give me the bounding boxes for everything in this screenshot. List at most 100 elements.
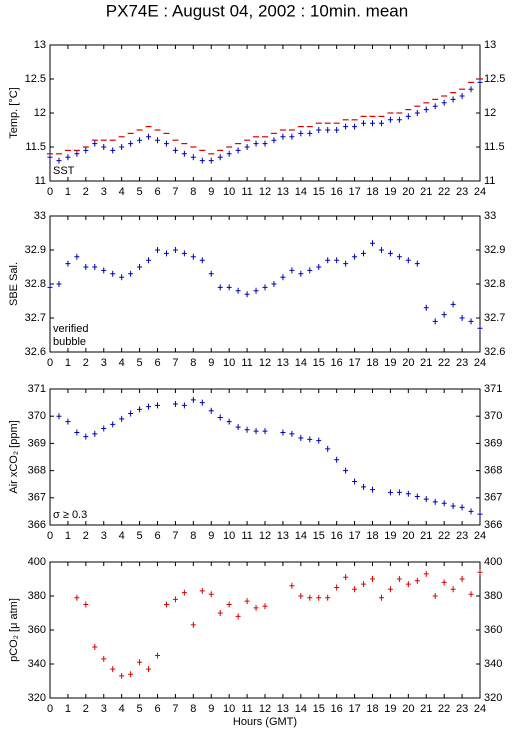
data-point (298, 593, 304, 599)
x-tick-label: 5 (137, 186, 143, 198)
plot-frame (49, 561, 481, 699)
data-point (280, 429, 286, 436)
x-tick-label: 6 (154, 703, 160, 715)
data-point (271, 281, 277, 287)
x-tick-label: 23 (456, 530, 468, 542)
data-point (110, 270, 116, 277)
data-point (423, 570, 429, 577)
y-tick-label: 369 (28, 437, 46, 449)
data-point (92, 430, 98, 437)
data-point (235, 613, 241, 620)
legend-label: verified (53, 323, 88, 335)
data-point (74, 429, 80, 436)
x-tick-label: 7 (172, 357, 178, 369)
x-tick-label: 3 (101, 186, 107, 198)
x-tick-label: 16 (331, 357, 343, 369)
data-point (235, 147, 241, 154)
data-point (396, 489, 402, 496)
data-point (226, 601, 232, 608)
x-tick-label: 21 (420, 530, 432, 542)
x-tick-label: 24 (474, 530, 486, 542)
data-point (253, 604, 259, 611)
data-point (414, 577, 420, 584)
y-axis-label: Air xCO₂ [ppm] (8, 420, 20, 493)
data-point (378, 594, 384, 601)
data-point (190, 154, 196, 161)
data-point (477, 325, 483, 332)
data-point (235, 287, 241, 294)
x-tick-label: 0 (47, 357, 53, 369)
data-point (262, 284, 268, 291)
data-point (74, 253, 80, 260)
annotation: σ ≥ 0.3 (53, 509, 87, 521)
x-tick-label: 19 (384, 186, 396, 198)
data-point (181, 402, 187, 409)
x-tick-label: 20 (402, 530, 414, 542)
x-tick-label: 14 (295, 186, 307, 198)
x-tick-label: 13 (277, 357, 289, 369)
y-axis-label: SBE Sal. (8, 262, 20, 306)
data-point (172, 147, 178, 154)
data-point (83, 433, 89, 440)
x-tick-label: 2 (83, 703, 89, 715)
x-tick-label: 4 (119, 530, 125, 542)
x-tick-label: 12 (259, 703, 271, 715)
data-point (262, 603, 268, 610)
data-point (423, 496, 429, 503)
x-tick-label: 1 (65, 186, 71, 198)
x-axis-label: Hours (GMT) (233, 716, 297, 728)
data-point (101, 425, 107, 432)
data-point (226, 418, 232, 425)
data-point (155, 402, 160, 409)
x-tick-label: 8 (190, 357, 196, 369)
data-point (217, 610, 223, 616)
data-point (468, 591, 474, 598)
x-tick-label: 3 (101, 357, 107, 369)
x-tick-label: 13 (277, 186, 289, 198)
data-point (361, 250, 367, 257)
data-point (146, 403, 152, 410)
x-tick-label: 10 (223, 357, 235, 369)
data-point (137, 264, 143, 270)
data-point (137, 406, 143, 413)
x-tick-label: 7 (172, 530, 178, 542)
x-tick-label: 5 (137, 357, 143, 369)
data-point (199, 157, 205, 164)
data-point (181, 589, 187, 596)
data-point (253, 140, 259, 147)
y-tick-label: 32.6 (25, 346, 46, 358)
data-point (405, 581, 411, 588)
y-tick-label: 320 (484, 692, 502, 704)
data-point (146, 666, 152, 673)
data-point (289, 582, 295, 589)
x-tick-label: 14 (295, 703, 307, 715)
data-point (83, 601, 89, 608)
data-point (119, 672, 125, 679)
data-point (146, 257, 152, 264)
data-point (92, 264, 98, 270)
data-point (101, 267, 107, 274)
y-tick-label: 11 (484, 175, 495, 187)
data-point (226, 284, 232, 291)
x-tick-label: 1 (65, 703, 71, 715)
y-tick-label: 369 (484, 437, 502, 449)
y-tick-label: 400 (28, 556, 46, 568)
x-tick-label: 15 (313, 703, 325, 715)
x-tick-label: 9 (208, 703, 214, 715)
x-tick-label: 10 (223, 530, 235, 542)
data-point (235, 424, 241, 431)
data-point (414, 110, 420, 116)
title: PX74E : August 04, 2002 : 10min. mean (106, 1, 408, 20)
data-point (307, 594, 313, 601)
data-point (289, 267, 295, 274)
data-point (325, 594, 331, 601)
x-tick-label: 22 (438, 703, 450, 715)
data-point (405, 257, 411, 264)
data-point (110, 666, 116, 673)
x-tick-label: 6 (154, 186, 160, 198)
data-point (450, 586, 456, 593)
data-point (119, 144, 125, 150)
x-tick-label: 5 (137, 703, 143, 715)
x-tick-label: 0 (47, 530, 53, 542)
data-point (423, 304, 429, 311)
